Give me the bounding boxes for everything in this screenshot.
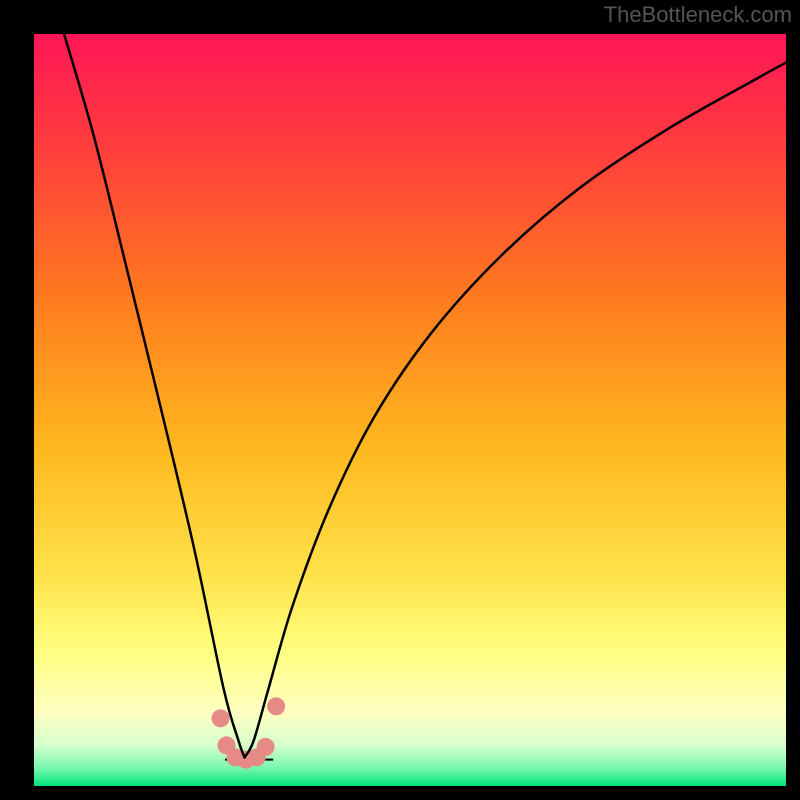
plot-area	[34, 34, 786, 786]
watermark-text: TheBottleneck.com	[604, 2, 792, 28]
valley-marker	[257, 738, 275, 756]
bottleneck-chart	[0, 0, 800, 800]
valley-marker	[267, 697, 285, 715]
valley-marker	[211, 709, 229, 727]
chart-container: TheBottleneck.com	[0, 0, 800, 800]
